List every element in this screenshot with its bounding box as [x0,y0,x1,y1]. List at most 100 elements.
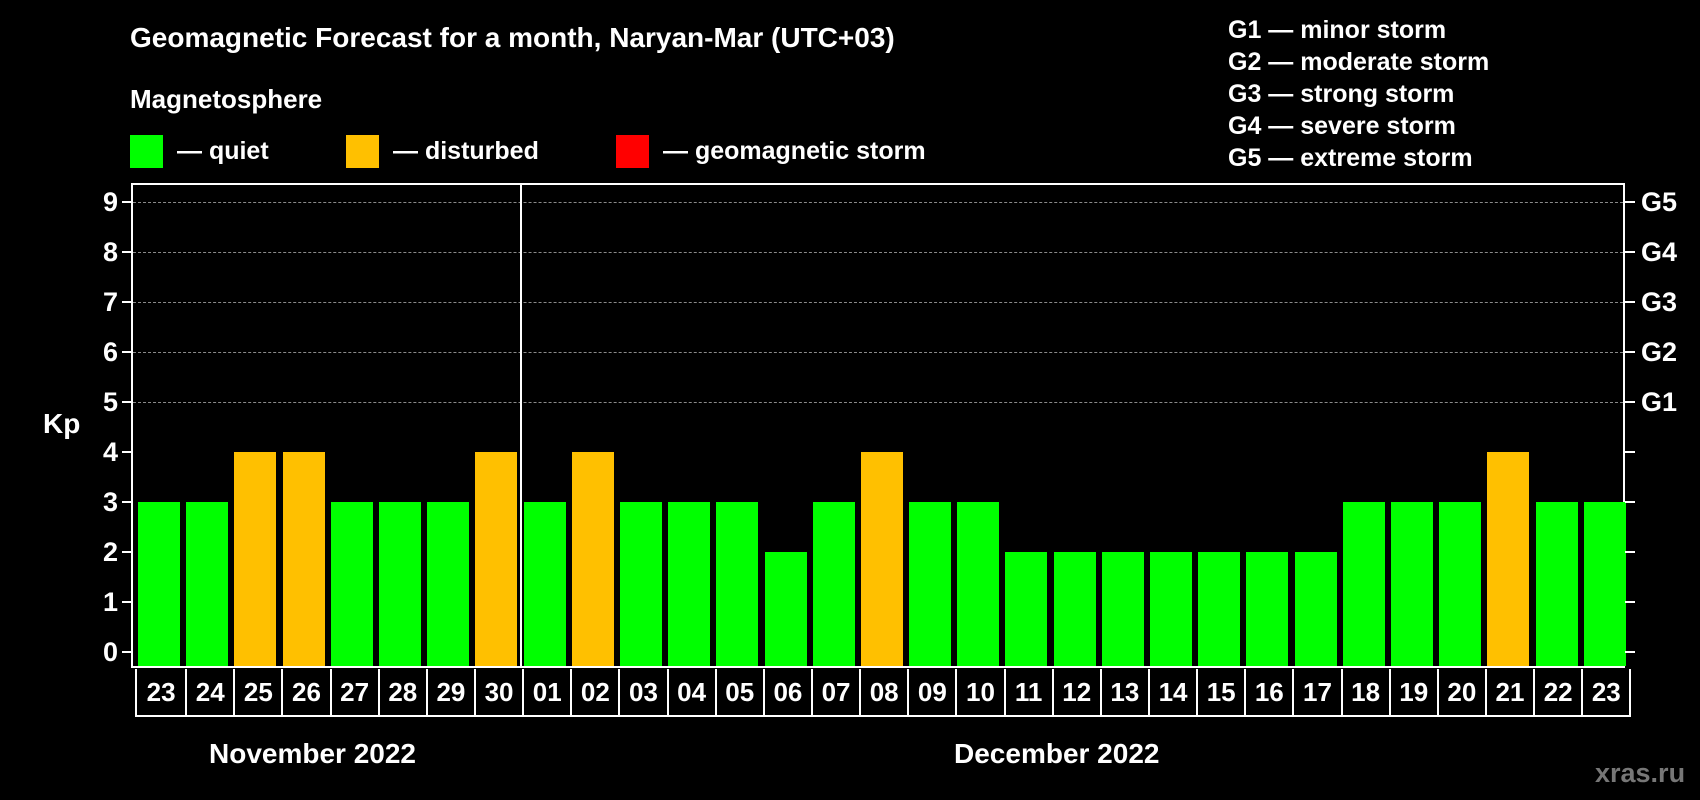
y-tick-mark [122,301,132,303]
right-tick-mark [1625,501,1635,503]
g3-legend: G3 — strong storm [1228,80,1455,108]
y-tick-mark [122,601,132,603]
g5-legend: G5 — extreme storm [1228,144,1473,172]
date-cell: 25 [233,669,281,715]
date-cell: 09 [907,669,955,715]
y-tick-mark [122,451,132,453]
date-cell: 27 [329,669,378,715]
date-axis: 23 24 25 26 27 28 29 30 01 02 03 04 05 06 07 08 09 10 11 12… [135,669,1632,717]
date-cell: 16 [1244,669,1292,715]
date-cell: 23 [1581,669,1629,715]
y-tick-label: 3 [102,487,118,517]
date-cell: 06 [762,669,811,715]
g-level-label: G4 [1641,237,1678,267]
date-cell: 07 [810,669,859,715]
y-tick-label: 5 [102,387,118,417]
right-tick-mark [1625,651,1635,653]
bar-quiet [619,502,662,666]
bar-quiet [330,502,373,666]
bar-quiet [1535,502,1578,666]
legend-quiet-label: — quiet [177,136,269,165]
bar-disturbed [1487,452,1530,666]
y-tick-mark [122,351,132,353]
bar-quiet [1342,502,1385,666]
gridline [133,202,1623,203]
bar-disturbed [571,452,614,666]
date-cell: 19 [1388,669,1437,715]
legend-storm: — geomagnetic storm [616,133,926,169]
g2-legend: G2 — moderate storm [1228,48,1490,76]
gridline [133,352,1623,353]
bar-quiet [1439,502,1482,666]
date-cell: 30 [473,669,522,715]
y-axis-label: Kp [43,408,81,439]
bar-quiet [1583,502,1626,666]
y-tick-label: 6 [102,337,118,367]
bar-quiet [427,502,470,666]
g-level-label: G3 [1641,287,1678,317]
date-cell: 20 [1436,669,1485,715]
date-cell: 22 [1533,669,1581,715]
month-divider [519,185,522,666]
bar-quiet [1101,552,1144,666]
right-tick-mark [1625,201,1635,203]
date-cell: 05 [714,669,763,715]
date-cell: 23 [146,676,176,707]
bar-quiet [1005,552,1048,666]
right-tick-mark [1625,451,1635,453]
date-cell: 15 [1196,669,1244,715]
bar-quiet [138,502,180,666]
y-tick-mark [122,401,132,403]
bar-quiet [1246,552,1289,666]
watermark: xras.ru [1595,758,1686,788]
y-tick-label: 7 [102,287,118,317]
y-tick-label: 8 [102,237,118,267]
y-tick-label: 2 [102,537,118,567]
y-tick-mark [122,651,132,653]
bar-quiet [812,502,855,666]
bar-disturbed [860,452,903,666]
bar-quiet [1294,552,1337,666]
bar-quiet [764,552,807,666]
month-label-november: November 2022 [209,738,417,769]
quiet-swatch-icon [130,134,163,168]
date-cell: 03 [618,669,666,715]
right-tick-mark [1625,351,1635,353]
date-cell: 02 [570,669,618,715]
g-level-label: G1 [1641,387,1678,417]
date-cell: 26 [281,669,329,715]
bar-quiet [1053,552,1096,666]
date-cell: 14 [1147,669,1196,715]
date-cell: 13 [1099,669,1148,715]
right-tick-mark [1625,301,1635,303]
plot-area [131,183,1626,668]
bar-quiet [186,502,229,666]
bar-quiet [1198,552,1241,666]
bar-quiet [1391,502,1434,666]
date-cell: 04 [666,669,715,715]
date-cell: 11 [1003,669,1052,715]
gridline [133,302,1623,303]
date-cell: 29 [425,669,474,715]
bar-disturbed [475,452,518,666]
chart-subtitle: Magnetosphere [130,84,323,114]
g1-legend: G1 — minor storm [1228,16,1447,44]
bar-disturbed [282,452,325,666]
y-tick-mark [122,251,132,253]
gridline [133,252,1623,253]
legend-disturbed: — disturbed [346,133,539,169]
gridline [133,402,1623,403]
legend-disturbed-label: — disturbed [393,136,539,165]
month-label-december: December 2022 [954,738,1160,769]
bar-quiet [668,502,711,666]
y-tick-mark [122,201,132,203]
right-tick-mark [1625,601,1635,603]
right-tick-mark [1625,251,1635,253]
bar-quiet [378,502,421,666]
date-cell: 28 [377,669,426,715]
date-cell: 12 [1051,669,1100,715]
g-scale-legend: G1 — minor storm G2 — moderate storm G3 … [1228,14,1489,174]
y-tick-mark [122,501,132,503]
date-cell: 01 [522,669,570,715]
bar-quiet [957,502,1000,666]
